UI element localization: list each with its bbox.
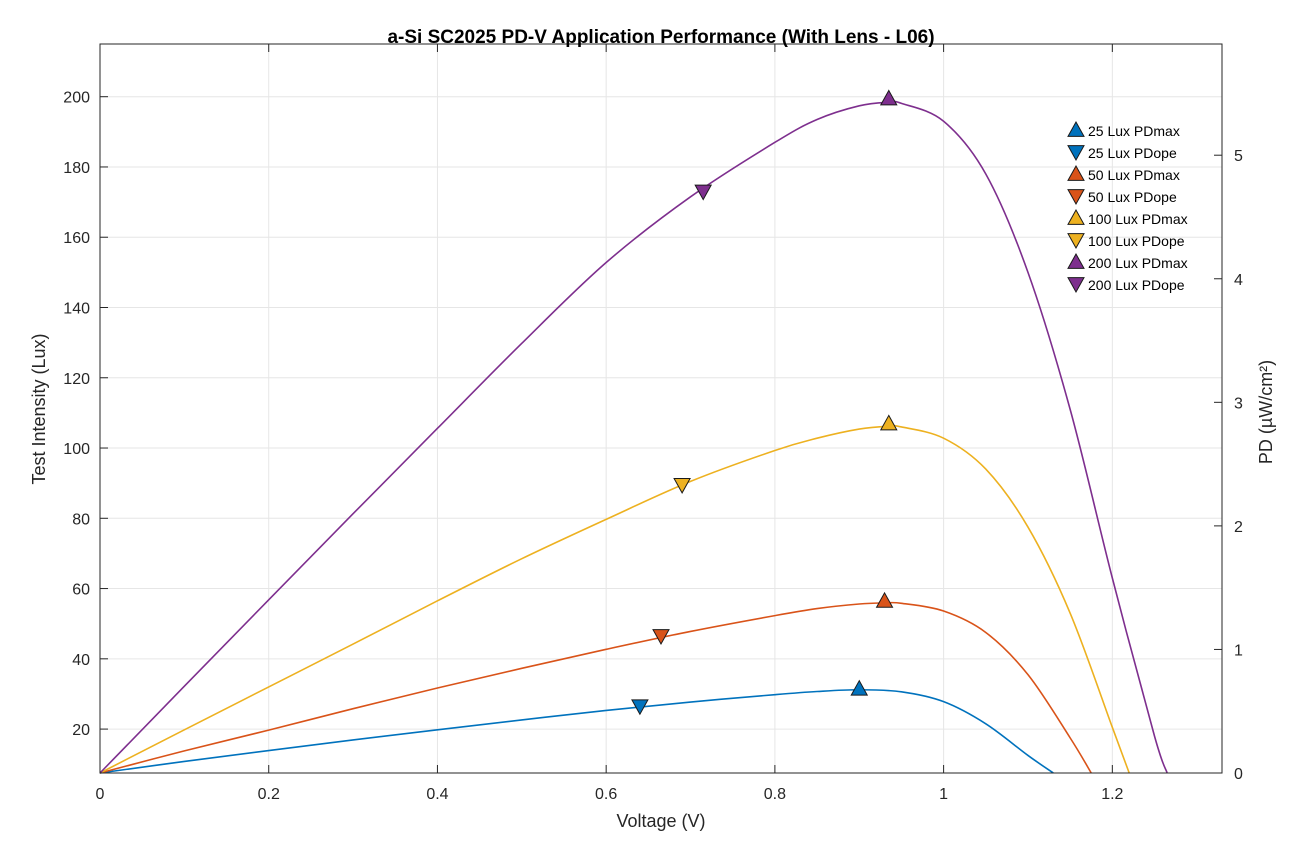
y-right-tick-label: 0 [1234,766,1243,783]
series-line [99,424,1130,774]
legend-marker [1067,145,1085,162]
y-left-tick-label: 120 [63,371,90,388]
y-left-tick-label: 80 [72,511,90,528]
pdope-marker [694,184,713,201]
y-right-tick-label: 5 [1234,148,1243,165]
legend-entry-label: 200 Lux PDmax [1088,255,1188,271]
pdmax-marker [879,89,898,106]
pdmax-marker [875,591,894,608]
legend-entry-label: 100 Lux PDmax [1088,211,1188,227]
x-axis-label: Voltage (V) [616,811,705,831]
series-line [99,100,1168,774]
chart-title: a-Si SC2025 PD-V Application Performance… [387,27,934,48]
series-lines [99,100,1168,774]
x-tick-label: 0.4 [426,786,448,803]
y-right-tick-label: 3 [1234,395,1243,412]
x-tick-label: 0.2 [258,786,280,803]
legend-marker [1067,233,1085,250]
series-line [99,601,1092,774]
legend-marker [1067,277,1085,294]
y-left-axis-label: Test Intensity (Lux) [29,333,49,484]
legend-entry-label: 25 Lux PDope [1088,145,1177,161]
y-right-tick-label: 2 [1234,519,1243,536]
plot-background [100,44,1222,773]
x-tick-label: 0.6 [595,786,617,803]
legend-marker [1067,164,1085,181]
legend-marker [1067,252,1085,269]
y-left-axis-ticks: 20 40 60 80 100 120 140 160 180 200 [63,90,108,739]
y-left-tick-label: 100 [63,441,90,458]
x-axis-ticks: 0 0.2 0.4 0.6 0.8 1 1.2 [96,44,1124,803]
legend-entry-label: 100 Lux PDope [1088,233,1185,249]
legend-entry-label: 50 Lux PDmax [1088,167,1180,183]
y-left-tick-label: 200 [63,90,90,107]
x-tick-label: 0 [96,786,105,803]
y-right-tick-label: 4 [1234,272,1243,289]
pdope-marker [652,629,670,646]
y-left-tick-label: 20 [72,722,90,739]
y-right-axis-label: PD (µW/cm²) [1256,360,1276,464]
x-tick-label: 1 [939,786,948,803]
legend-marker [1067,208,1085,225]
markers [631,89,898,716]
pdope-marker [673,478,691,494]
legend-marker [1067,189,1085,206]
pdope-marker [631,699,649,716]
legend-entry-label: 200 Lux PDope [1088,277,1185,293]
plot-frame [99,43,1223,774]
legend-entry-label: 25 Lux PDmax [1088,123,1180,139]
y-left-tick-label: 180 [63,160,90,177]
series-line [99,688,1054,774]
y-left-tick-label: 160 [63,230,90,247]
y-left-tick-label: 40 [72,652,90,669]
pdmax-marker [850,679,869,696]
grid [99,44,1222,773]
pdmax-marker [879,414,898,431]
x-tick-label: 0.8 [764,786,786,803]
legend-marker [1067,120,1085,137]
y-right-tick-label: 1 [1234,642,1243,659]
legend: 25 Lux PDmax 25 Lux PDope 50 Lux PDmax 50 L… [1067,120,1188,294]
y-left-tick-label: 60 [72,582,90,599]
x-tick-label: 1.2 [1101,786,1123,803]
y-right-axis-ticks: 0 1 2 3 4 5 [1214,148,1243,783]
legend-entry-label: 50 Lux PDope [1088,189,1177,205]
y-left-tick-label: 140 [63,300,90,317]
